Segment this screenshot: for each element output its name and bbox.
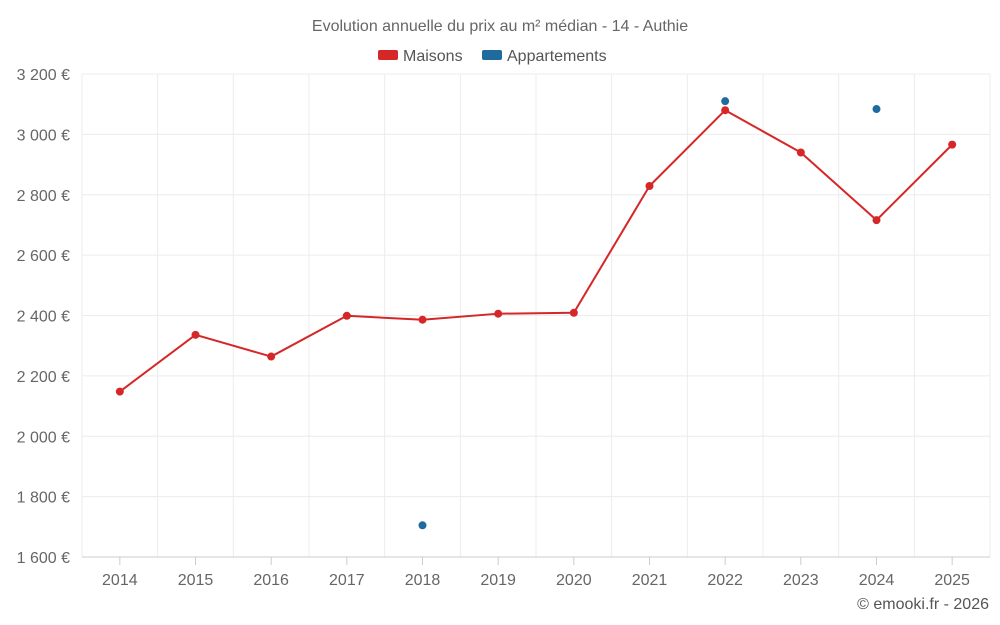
x-tick-label: 2021 <box>632 572 668 589</box>
data-point-maisons-2017[interactable] <box>342 311 351 320</box>
x-tick-label: 2014 <box>102 572 138 589</box>
data-point-maisons-2021[interactable] <box>645 182 654 190</box>
data-point-maisons-2024[interactable] <box>872 216 881 225</box>
x-tick-label: 2023 <box>783 572 819 589</box>
data-point-maisons-2020[interactable] <box>569 308 578 317</box>
data-point-maisons-2019[interactable] <box>494 309 503 318</box>
y-tick-label: 1 600 € <box>17 550 70 567</box>
data-point-maisons-2025[interactable] <box>948 140 957 149</box>
chart-title: Evolution annuelle du prix au m² médian … <box>312 18 688 35</box>
axes: 1 600 € 1 800 € 2 000 € 2 200 € 2 400 € 2 600… <box>17 67 990 589</box>
data-point-maisons-2018[interactable] <box>418 315 427 324</box>
y-tick-label: 1 800 € <box>17 490 70 507</box>
x-tick-label: 2016 <box>253 572 289 589</box>
data-point-appartements-2022[interactable] <box>721 97 730 106</box>
y-tick-label: 2 000 € <box>17 429 70 446</box>
y-tick-label: 2 600 € <box>17 248 70 265</box>
x-tick-label: 2020 <box>556 572 592 589</box>
legend-swatch-appartements <box>482 50 502 60</box>
data-point-maisons-2023[interactable] <box>796 148 805 157</box>
legend-item-maisons[interactable]: Maisons <box>378 48 463 65</box>
x-tick-label: 2015 <box>178 572 214 589</box>
y-tick-label: 2 200 € <box>17 369 70 386</box>
data-point-appartements-2024[interactable] <box>872 105 881 114</box>
legend: Maisons Appartements <box>378 48 607 65</box>
y-tick-label: 2 400 € <box>17 309 70 326</box>
x-tick-label: 2019 <box>480 572 516 589</box>
data-point-appartements-2018[interactable] <box>418 521 427 530</box>
data-point-maisons-2016[interactable] <box>267 352 276 361</box>
legend-label-maisons: Maisons <box>403 48 463 65</box>
y-tick-label: 3 000 € <box>17 127 70 144</box>
x-tick-label: 2022 <box>707 572 743 589</box>
credit: © emooki.fr - 2026 <box>857 596 989 613</box>
x-tick-label: 2025 <box>934 572 970 589</box>
legend-label-appartements: Appartements <box>507 48 607 65</box>
x-tick-label: 2017 <box>329 572 365 589</box>
series-layer <box>115 97 957 530</box>
data-point-maisons-2022[interactable] <box>721 106 730 115</box>
y-tick-label: 3 200 € <box>17 67 70 84</box>
y-tick-label: 2 800 € <box>17 188 70 205</box>
data-point-maisons-2014[interactable] <box>115 387 124 396</box>
data-point-maisons-2015[interactable] <box>191 330 200 339</box>
legend-item-appartements[interactable]: Appartements <box>482 48 607 65</box>
legend-swatch-maisons <box>378 50 398 60</box>
series-line-maisons <box>119 109 953 393</box>
x-tick-label: 2024 <box>859 572 895 589</box>
grid <box>81 73 991 557</box>
x-tick-label: 2018 <box>405 572 441 589</box>
